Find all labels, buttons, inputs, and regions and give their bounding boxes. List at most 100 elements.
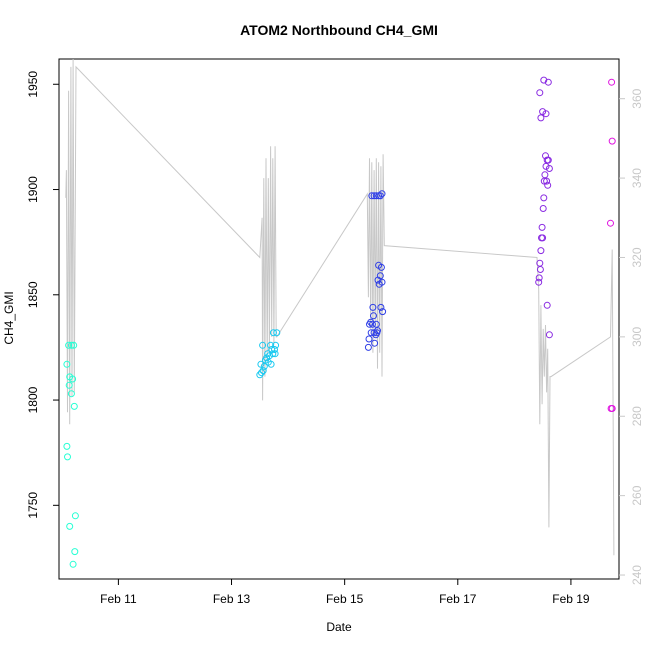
x-tick-label: Feb 19: [552, 592, 590, 606]
y-axis-left: 1750 1800 1850 1900 1950: [26, 71, 59, 519]
data-point: [267, 360, 275, 368]
data-point: [364, 343, 372, 351]
data-point: [544, 78, 552, 86]
data-point: [260, 362, 268, 370]
data-point: [540, 194, 548, 202]
data-point: [535, 278, 543, 286]
y-tick-label-right: 240: [630, 565, 644, 585]
data-point: [67, 341, 75, 349]
data-point: [539, 205, 547, 212]
y-tick-label-right: 360: [630, 88, 644, 108]
data-point: [269, 350, 277, 358]
data-point: [608, 78, 616, 86]
y-tick-label-right: 320: [630, 247, 644, 267]
y-tick-label-right: 300: [630, 327, 644, 347]
x-tick-label: Feb 13: [213, 592, 251, 606]
data-point: [543, 177, 551, 185]
data-point: [378, 190, 386, 198]
x-tick-label: Feb 17: [439, 592, 477, 606]
data-point: [536, 266, 544, 273]
line-layer: [65, 58, 615, 556]
data-point: [535, 274, 543, 282]
x-tick-label: Feb 15: [326, 592, 364, 606]
data-point: [538, 223, 546, 231]
data-point: [63, 442, 71, 450]
data-point: [608, 137, 616, 145]
y-tick-label-right: 280: [630, 406, 644, 426]
data-point: [67, 390, 75, 398]
data-point: [542, 110, 550, 118]
data-point: [365, 335, 373, 343]
data-point: [541, 171, 549, 179]
chart-title: ATOM2 Northbound CH4_GMI: [240, 22, 438, 38]
data-point: [545, 331, 553, 339]
data-point: [377, 263, 385, 271]
y-tick-label-left: 1850: [26, 281, 40, 308]
data-point: [258, 369, 265, 377]
plot-frame: [58, 58, 620, 580]
data-point: [542, 162, 550, 170]
data-point: [273, 329, 281, 337]
y-tick-label-left: 1900: [26, 176, 40, 203]
data-point: [66, 522, 74, 530]
y-tick-label-left: 1750: [26, 492, 40, 519]
data-point: [271, 346, 278, 353]
data-point: [544, 156, 552, 164]
y-axis-title: CH4_GMI: [2, 291, 16, 344]
y-tick-label-left: 1800: [26, 386, 40, 413]
data-point: [69, 375, 77, 383]
data-point: [70, 402, 78, 410]
data-point: [257, 360, 265, 368]
data-point: [537, 114, 545, 122]
y-tick-label-left: 1950: [26, 71, 40, 98]
data-point: [545, 165, 553, 172]
data-point: [376, 192, 384, 200]
x-axis-title: Date: [326, 620, 352, 634]
data-point: [608, 405, 616, 412]
data-point: [64, 453, 71, 461]
data-point: [268, 346, 276, 353]
data-point: [539, 234, 547, 242]
y-tick-label-right: 340: [630, 168, 644, 188]
data-point: [374, 327, 381, 335]
data-point: [63, 360, 71, 368]
series-line: [65, 58, 615, 556]
data-point: [537, 247, 545, 255]
data-point: [256, 371, 264, 379]
data-point: [369, 303, 377, 311]
data-point: [368, 192, 376, 200]
data-point: [543, 301, 551, 309]
data-point: [264, 350, 272, 358]
data-point: [259, 367, 267, 375]
point-layer: [63, 76, 616, 568]
data-point: [377, 303, 385, 311]
x-axis: Feb 11 Feb 13 Feb 15 Feb 17 Feb 19: [100, 579, 590, 606]
data-point: [372, 320, 380, 328]
data-point: [536, 89, 544, 97]
data-point: [269, 329, 277, 337]
data-point: [271, 350, 279, 358]
data-point: [267, 341, 275, 349]
data-point: [370, 312, 377, 320]
data-point: [371, 339, 379, 347]
data-point: [65, 341, 73, 349]
data-point: [368, 320, 376, 328]
data-point: [69, 560, 77, 568]
data-point: [370, 329, 378, 337]
data-point: [70, 341, 78, 349]
x-tick-label: Feb 11: [100, 592, 137, 606]
data-point: [65, 381, 73, 389]
data-point: [539, 108, 547, 116]
data-point: [544, 181, 552, 189]
data-point: [272, 341, 280, 349]
data-point: [259, 341, 267, 349]
data-point: [378, 278, 386, 286]
data-point: [540, 76, 548, 84]
data-point: [379, 308, 387, 316]
y-axis-right: 240 260 280 300 320 340 360: [619, 88, 644, 585]
data-point: [71, 548, 79, 556]
data-point: [71, 512, 79, 520]
data-point: [607, 219, 614, 227]
